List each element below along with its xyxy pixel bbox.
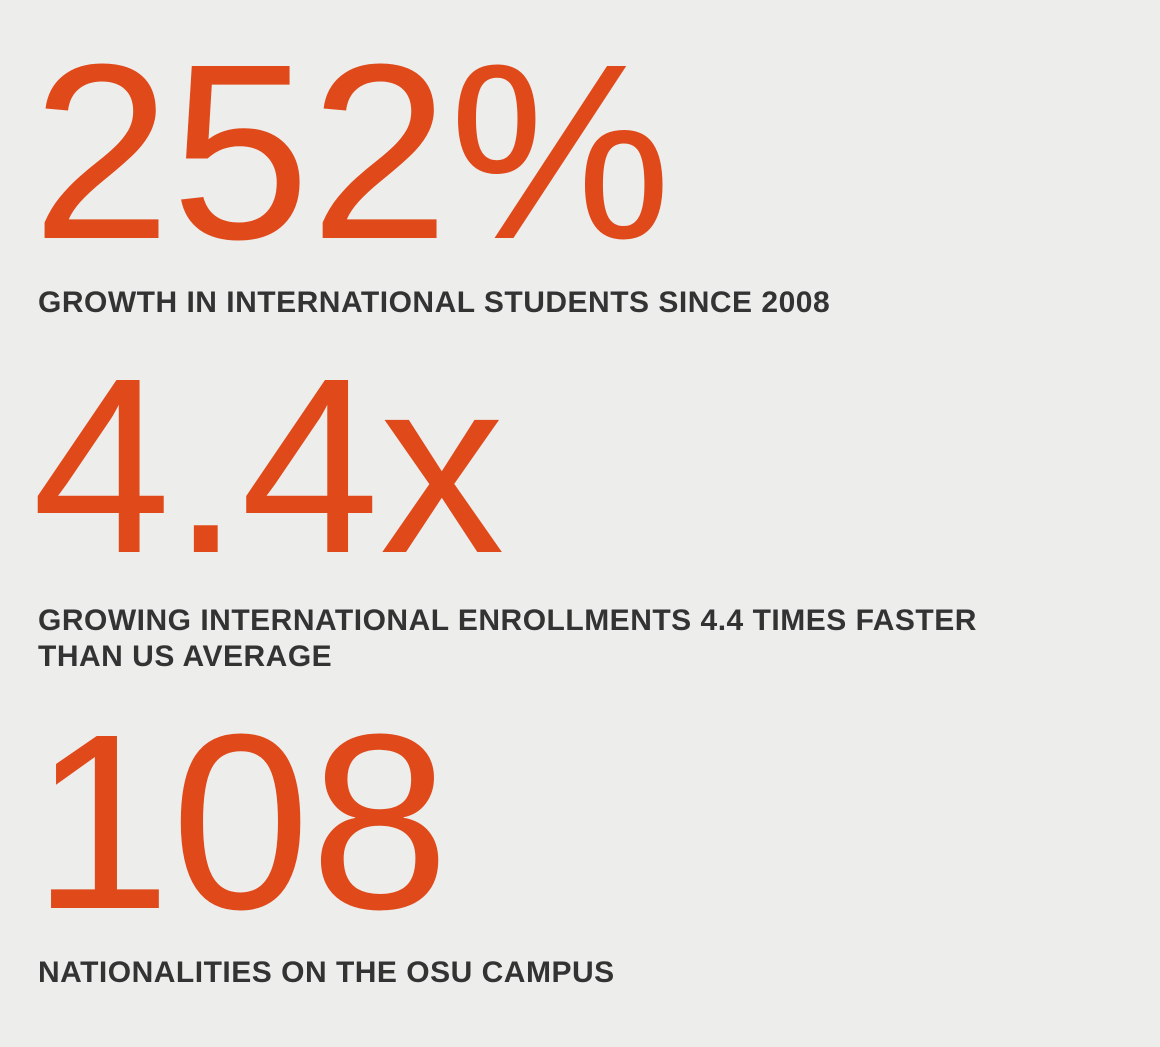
stat-figure: 4.4x <box>32 326 505 605</box>
stat-caption: NATIONALITIES ON THE OSU CAMPUS <box>38 956 615 989</box>
stat-caption: THAN US AVERAGE <box>38 640 332 673</box>
stat-figure: 252% <box>32 12 671 291</box>
stat-caption: GROWING INTERNATIONAL ENROLLMENTS 4.4 TI… <box>38 604 977 637</box>
stat-figure: 108 <box>32 682 449 961</box>
stat-caption: GROWTH IN INTERNATIONAL STUDENTS SINCE 2… <box>38 286 830 319</box>
